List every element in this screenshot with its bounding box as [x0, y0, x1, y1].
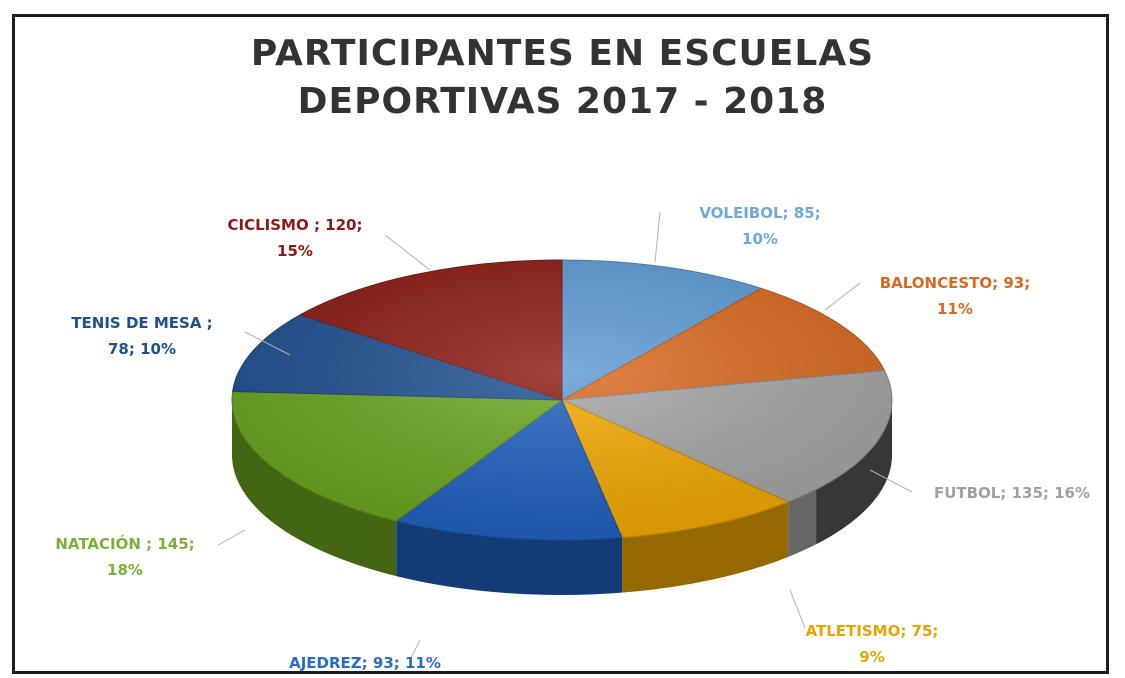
data-label-atletismo: ATLETISMO; 75;	[806, 622, 939, 640]
pie-edge-shadow	[816, 400, 892, 545]
data-label-atletismo: 9%	[859, 648, 884, 666]
data-label-ciclismo: 15%	[277, 242, 313, 260]
leader-line-tenis-de-mesa	[244, 331, 291, 356]
leader-line-voleibol	[654, 211, 661, 263]
chart-title-line-1: PARTICIPANTES EN ESCUELAS	[250, 33, 875, 74]
data-label-tenis-de-mesa: 78; 10%	[108, 340, 176, 358]
data-label-baloncesto: 11%	[937, 300, 973, 318]
data-label-nataci-n: NATACIÓN ; 145;	[55, 534, 194, 553]
pie-side-atletismo	[622, 501, 789, 593]
leader-line-futbol	[869, 469, 913, 493]
leader-line-ajedrez	[409, 639, 421, 661]
data-label-ciclismo: CICLISMO ; 120;	[228, 216, 363, 234]
data-label-voleibol: 10%	[742, 230, 778, 248]
data-label-nataci-n: 18%	[107, 561, 143, 579]
data-label-voleibol: VOLEIBOL; 85;	[699, 204, 820, 222]
data-label-tenis-de-mesa: TENIS DE MESA ;	[71, 314, 212, 332]
chart-title: PARTICIPANTES EN ESCUELAS DEPORTIVAS 201…	[0, 30, 1125, 126]
pie-side-nataci-n	[232, 400, 397, 577]
pie-gloss	[232, 260, 892, 540]
leader-line-atletismo	[789, 589, 806, 629]
chart-title-line-2: DEPORTIVAS 2017 - 2018	[297, 81, 828, 122]
data-label-baloncesto: BALONCESTO; 93;	[880, 274, 1031, 292]
leader-line-baloncesto	[824, 282, 861, 311]
leader-line-nataci-n	[217, 529, 246, 546]
data-label-ajedrez: AJEDREZ; 93; 11%	[289, 654, 441, 672]
leader-line-ciclismo	[384, 234, 431, 271]
pie-side-ajedrez	[396, 521, 623, 595]
data-label-futbol: FUTBOL; 135; 16%	[934, 484, 1090, 502]
